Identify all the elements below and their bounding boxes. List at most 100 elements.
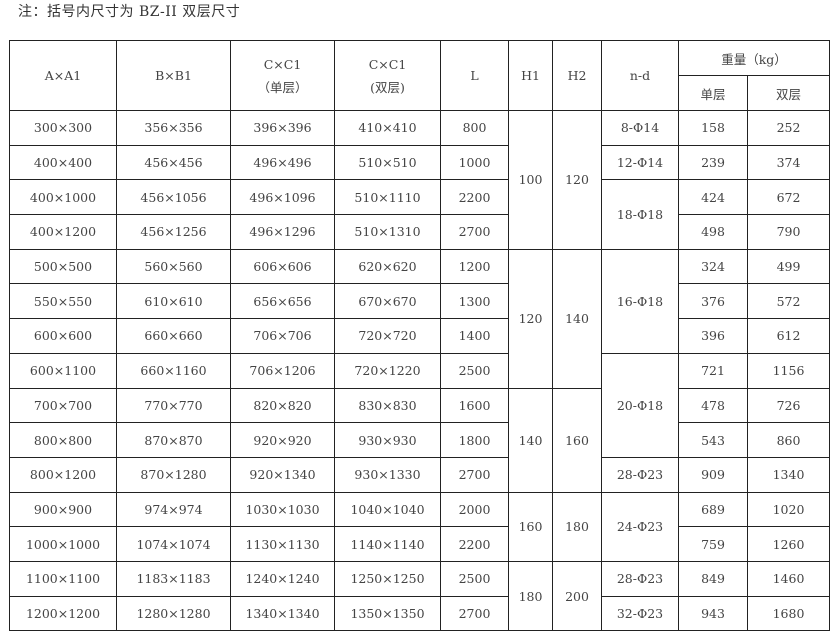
cell-l: 1300: [440, 283, 509, 320]
cell-a: 900×900: [9, 491, 117, 528]
cell-weight-double: 1260: [746, 526, 831, 562]
cell-c-double: 1250×1250: [334, 560, 441, 597]
cell-nd: 8-Φ14: [601, 110, 679, 146]
cell-b: 456×1256: [116, 214, 231, 250]
cell-weight-single: 376: [678, 283, 748, 320]
cell-l: 1200: [440, 248, 509, 285]
cell-b: 770×770: [116, 387, 231, 424]
cell-c-double: 1140×1140: [334, 526, 441, 562]
cell-b: 974×974: [116, 491, 231, 528]
cell-b: 1183×1183: [116, 560, 231, 597]
cell-a: 1200×1200: [9, 595, 117, 632]
cell-c-single: 496×496: [230, 144, 335, 181]
cell-c-single: 396×396: [230, 110, 335, 146]
cell-weight-single: 721: [678, 352, 748, 389]
cell-weight-single: 324: [678, 248, 748, 285]
cell-weight-single: 909: [678, 456, 748, 493]
table-row: 400×1000 456×1056 496×1096 510×1110 2200 18-Φ…: [9, 179, 831, 250]
header-c-double: C×C1 (双层): [334, 40, 441, 111]
table-row: 700×700 770×770 820×820 830×830 1600 140 160 47…: [9, 387, 831, 493]
cell-b: 1074×1074: [116, 526, 231, 562]
cell-h1: 140: [508, 387, 553, 493]
cell-weight-double: 1680: [746, 595, 831, 632]
cell-c-double: 620×620: [334, 248, 441, 285]
header-h1: H1: [508, 40, 553, 111]
cell-c-double: 510×1310: [334, 214, 441, 250]
cell-nd: 20-Φ18: [601, 352, 679, 458]
cell-weight-single: 849: [678, 560, 748, 597]
cell-weight-single: 239: [678, 144, 748, 181]
cell-c-single: 1030×1030: [230, 491, 335, 528]
cell-c-double: 830×830: [334, 387, 441, 424]
cell-weight-double: 1340: [746, 456, 831, 493]
header-c-double-line1: C×C1: [368, 56, 407, 72]
cell-weight-single: 424: [678, 179, 748, 216]
header-weight: 重量（kg）: [677, 40, 831, 76]
table-row: 1200×1200 1280×1280 1340×1340 1350×1350 2700…: [9, 595, 831, 632]
header-weight-single: 单层: [678, 75, 748, 111]
header-a: A×A1: [9, 40, 117, 111]
cell-c-double: 930×930: [334, 422, 441, 458]
cell-l: 2700: [440, 456, 509, 493]
cell-c-single: 820×820: [230, 387, 335, 424]
header-c-double-line2: (双层): [370, 79, 405, 95]
cell-b: 660×660: [116, 318, 231, 354]
cell-weight-double: 1156: [746, 352, 831, 389]
cell-weight-double: 1020: [746, 491, 831, 528]
table-row: 800×1200 870×1280 920×1340 930×1330 2700 28-Φ…: [9, 456, 831, 493]
cell-l: 2500: [440, 560, 509, 597]
table-row: 600×1100 660×1160 706×1206 720×1220 2500 20-Φ…: [9, 352, 831, 458]
cell-c-double: 1350×1350: [334, 595, 441, 632]
cell-weight-single: 158: [678, 110, 748, 146]
cell-l: 2500: [440, 352, 509, 389]
cell-l: 1800: [440, 422, 509, 458]
cell-c-double: 720×720: [334, 318, 441, 354]
table-row: 550×550 610×610 656×656 670×670 1300 376 572: [9, 283, 831, 320]
cell-a: 550×550: [9, 283, 117, 320]
cell-weight-double: 672: [746, 179, 831, 216]
cell-weight-single: 759: [678, 526, 748, 562]
cell-b: 356×356: [116, 110, 231, 146]
cell-nd: 28-Φ23: [601, 560, 679, 597]
header-h2: H2: [552, 40, 602, 111]
cell-h1: 120: [508, 248, 553, 389]
cell-b: 456×456: [116, 144, 231, 181]
cell-c-single: 656×656: [230, 283, 335, 320]
cell-weight-double: 860: [746, 422, 831, 458]
cell-b: 456×1056: [116, 179, 231, 216]
table-row: 300×300 356×356 396×396 410×410 800 100 120 8-Φ…: [9, 110, 831, 250]
cell-l: 1000: [440, 144, 509, 181]
cell-c-double: 510×510: [334, 144, 441, 181]
cell-a: 800×1200: [9, 456, 117, 493]
cell-a: 400×1000: [9, 179, 117, 216]
cell-h1: 100: [508, 110, 553, 250]
cell-weight-single: 396: [678, 318, 748, 354]
dimension-table: A×A1 B×B1 C×C1 （单层） C×C1 (双层) L H1 H2 n-d …: [9, 40, 831, 632]
cell-b: 870×870: [116, 422, 231, 458]
cell-a: 800×800: [9, 422, 117, 458]
cell-weight-double: 726: [746, 387, 831, 424]
header-l: L: [440, 40, 509, 111]
cell-c-single: 1340×1340: [230, 595, 335, 632]
cell-nd: 24-Φ23: [601, 491, 679, 562]
header-nd: n-d: [601, 40, 679, 111]
cell-weight-double: 499: [746, 248, 831, 285]
cell-h2: 180: [552, 491, 602, 562]
cell-c-double: 510×1110: [334, 179, 441, 216]
note-text: 注：括号内尺寸为 BZ-II 双层尺寸: [18, 4, 241, 20]
cell-l: 2700: [440, 595, 509, 632]
cell-a: 500×500: [9, 248, 117, 285]
cell-c-single: 496×1296: [230, 214, 335, 250]
cell-weight-double: 374: [746, 144, 831, 181]
cell-l: 2000: [440, 491, 509, 528]
cell-a: 600×1100: [9, 352, 117, 389]
table-row: 1100×1100 1183×1183 1240×1240 1250×1250 2500…: [9, 560, 831, 632]
table-row: 400×400 456×456 496×496 510×510 1000 12-Φ14 23…: [9, 144, 831, 181]
header-weight-double: 双层: [746, 75, 831, 111]
cell-c-single: 1240×1240: [230, 560, 335, 597]
header-c-single-line1: C×C1: [263, 56, 302, 72]
cell-a: 1000×1000: [9, 526, 117, 562]
cell-nd: 32-Φ23: [601, 595, 679, 632]
cell-weight-single: 478: [678, 387, 748, 424]
cell-weight-single: 943: [678, 595, 748, 632]
